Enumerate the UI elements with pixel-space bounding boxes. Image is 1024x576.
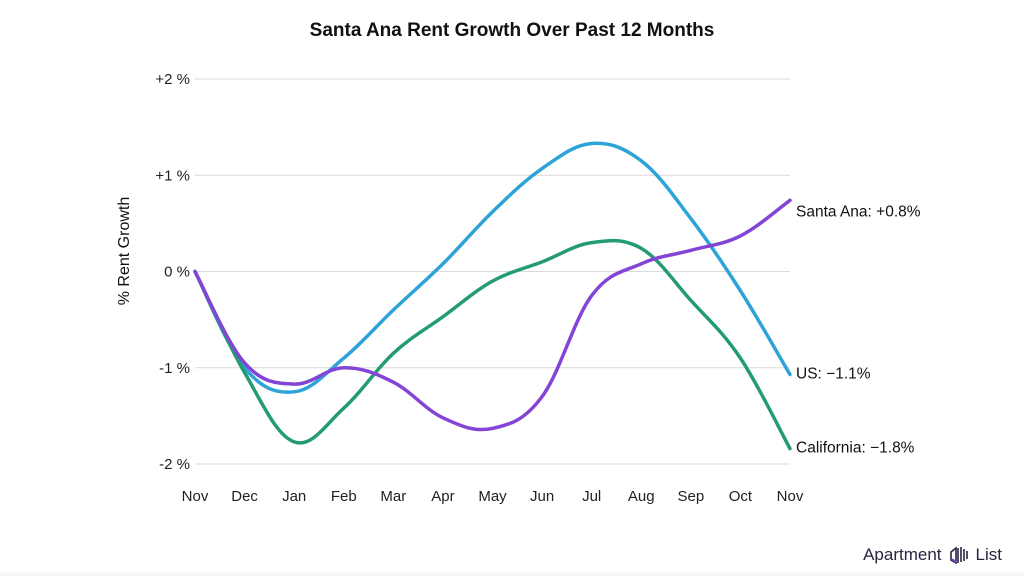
x-tick-label: Dec [231, 488, 258, 505]
end-label-santa-ana: Santa Ana: +0.8% [796, 203, 921, 220]
y-tick-label: +1 % [155, 167, 190, 184]
x-tick-label: Jul [582, 488, 601, 505]
logo-text-right: List [975, 545, 1002, 564]
end-label-california: California: −1.8% [796, 440, 915, 457]
x-tick-label: Nov [182, 488, 209, 505]
y-tick-label: +2 % [155, 71, 190, 88]
x-tick-label: Sep [677, 488, 704, 505]
logo-text-left: Apartment [863, 545, 942, 564]
x-tick-label: Oct [729, 488, 753, 505]
x-tick-label: Nov [777, 488, 804, 505]
x-tick-label: Apr [431, 488, 454, 505]
x-tick-label: Mar [380, 488, 406, 505]
x-tick-label: Jan [282, 488, 306, 505]
chart-title: Santa Ana Rent Growth Over Past 12 Month… [309, 20, 715, 41]
end-label-us: US: −1.1% [796, 365, 871, 382]
building-logo-icon [949, 546, 968, 565]
y-tick-label: 0 % [164, 264, 190, 281]
footer-strip [0, 570, 1024, 576]
x-tick-label: Jun [530, 488, 554, 505]
x-tick-label: Feb [331, 488, 357, 505]
series-line-us [193, 141, 792, 394]
x-tick-label: Aug [628, 488, 655, 505]
apartment-list-logo: Apartment List [863, 544, 1002, 566]
x-tick-label: May [478, 488, 507, 505]
y-tick-label: -1 % [159, 360, 190, 377]
y-tick-label: -2 % [159, 456, 190, 473]
